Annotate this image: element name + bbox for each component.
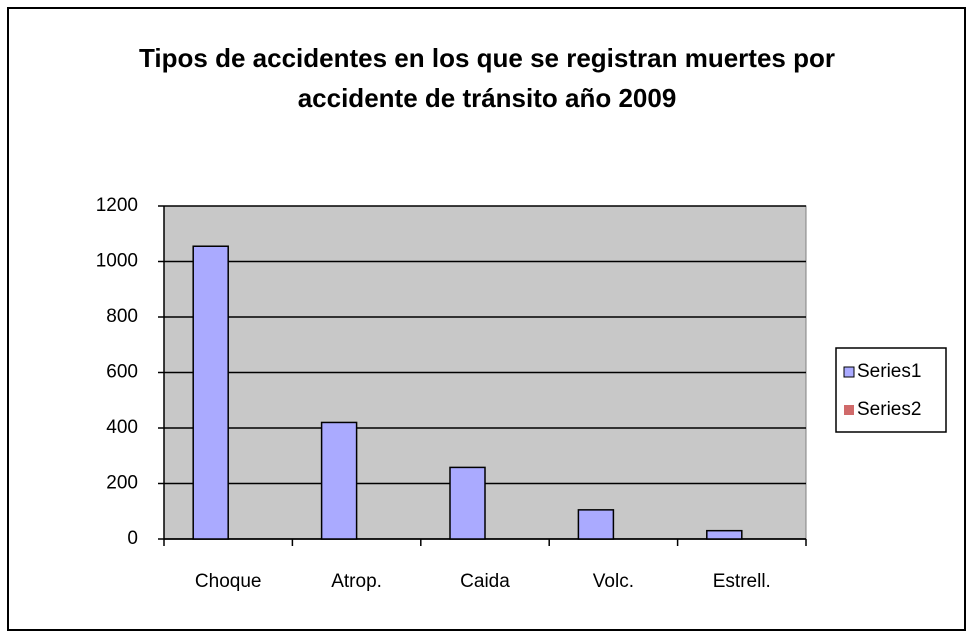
y-tick-label: 0 <box>127 528 138 549</box>
y-tick-label: 600 <box>106 362 138 383</box>
y-tick-label: 1200 <box>96 195 138 216</box>
x-tick-label: Choque <box>195 571 262 592</box>
x-tick-label: Caida <box>460 571 510 592</box>
y-tick-label: 200 <box>106 473 138 494</box>
x-tick-label: Volc. <box>593 571 634 592</box>
bar <box>320 421 358 540</box>
bar <box>449 466 486 540</box>
bar <box>577 509 615 540</box>
x-tick-label: Atrop. <box>331 571 382 592</box>
legend-box <box>835 347 947 433</box>
chart-title: Tipos de accidentes en los que se regist… <box>139 43 835 113</box>
legend-label: Series1 <box>857 361 921 382</box>
x-tick-label: Estrell. <box>713 571 771 592</box>
y-tick-label: 400 <box>106 417 138 438</box>
y-tick-label: 800 <box>106 306 138 327</box>
legend-swatch <box>844 405 854 415</box>
legend-label: Series2 <box>857 399 921 420</box>
y-tick-label: 1000 <box>96 251 138 272</box>
legend-swatch <box>843 366 855 378</box>
bar <box>192 245 229 540</box>
bar <box>706 529 743 540</box>
